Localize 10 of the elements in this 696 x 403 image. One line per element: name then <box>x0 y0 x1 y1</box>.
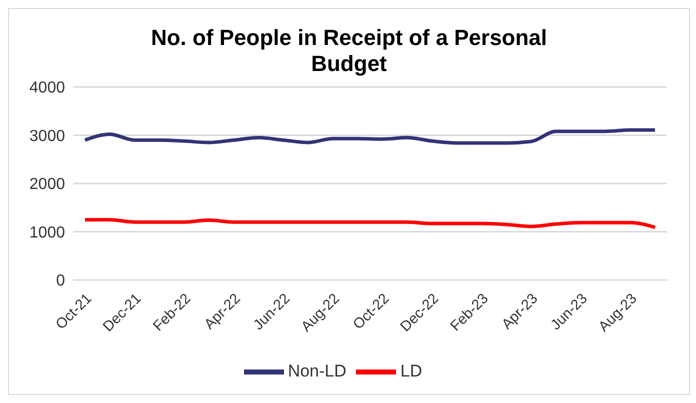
chart-title: No. of People in Receipt of a Personal Budget <box>150 25 548 77</box>
y-tick-label: 2000 <box>29 176 66 194</box>
line-series <box>83 218 657 230</box>
y-tick-label: 4000 <box>29 80 66 97</box>
legend-label: LD <box>400 361 422 380</box>
y-tick-label: 0 <box>56 272 66 290</box>
legend-label: Non-LD <box>288 361 346 380</box>
line-series <box>83 128 657 145</box>
y-tick-label: 1000 <box>29 224 66 242</box>
y-tick-label: 3000 <box>29 128 66 145</box>
